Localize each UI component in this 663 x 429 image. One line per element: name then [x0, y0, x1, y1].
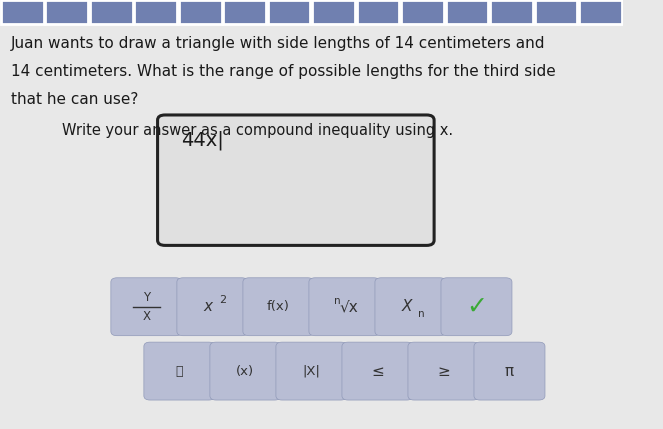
- FancyBboxPatch shape: [357, 0, 399, 24]
- Text: f(x): f(x): [267, 300, 290, 313]
- Text: X: X: [402, 299, 412, 314]
- FancyBboxPatch shape: [90, 0, 133, 24]
- FancyBboxPatch shape: [474, 342, 545, 400]
- Text: ≥: ≥: [437, 364, 450, 378]
- FancyBboxPatch shape: [144, 342, 215, 400]
- FancyBboxPatch shape: [243, 278, 314, 335]
- Text: ≤: ≤: [371, 364, 384, 378]
- FancyBboxPatch shape: [446, 0, 489, 24]
- Text: 2: 2: [219, 295, 226, 305]
- FancyBboxPatch shape: [46, 0, 88, 24]
- Text: 44x|: 44x|: [180, 131, 223, 150]
- Text: Write your answer as a compound inequality using x.: Write your answer as a compound inequali…: [62, 123, 453, 138]
- FancyBboxPatch shape: [401, 0, 444, 24]
- Text: n: n: [333, 296, 340, 306]
- FancyBboxPatch shape: [309, 278, 380, 335]
- FancyBboxPatch shape: [276, 342, 347, 400]
- Text: (x): (x): [236, 365, 255, 378]
- FancyBboxPatch shape: [210, 342, 281, 400]
- FancyBboxPatch shape: [223, 0, 266, 24]
- Text: √x: √x: [340, 299, 359, 314]
- FancyBboxPatch shape: [179, 0, 221, 24]
- FancyBboxPatch shape: [441, 278, 512, 335]
- FancyBboxPatch shape: [491, 0, 533, 24]
- Text: 14 centimeters. What is the range of possible lengths for the third side: 14 centimeters. What is the range of pos…: [11, 64, 556, 79]
- FancyBboxPatch shape: [135, 0, 177, 24]
- FancyBboxPatch shape: [177, 278, 248, 335]
- FancyBboxPatch shape: [579, 0, 622, 24]
- FancyBboxPatch shape: [268, 0, 310, 24]
- Text: ✓: ✓: [466, 295, 487, 319]
- FancyBboxPatch shape: [375, 278, 446, 335]
- Text: |X|: |X|: [302, 365, 320, 378]
- FancyBboxPatch shape: [111, 278, 182, 335]
- Text: n: n: [418, 308, 425, 319]
- FancyBboxPatch shape: [158, 115, 434, 245]
- Text: X: X: [143, 310, 151, 323]
- Text: 🗑: 🗑: [176, 365, 183, 378]
- Text: Juan wants to draw a triangle with side lengths of 14 centimeters and: Juan wants to draw a triangle with side …: [11, 36, 546, 51]
- FancyBboxPatch shape: [1, 0, 44, 24]
- FancyBboxPatch shape: [342, 342, 413, 400]
- FancyBboxPatch shape: [408, 342, 479, 400]
- Text: x: x: [203, 299, 212, 314]
- FancyBboxPatch shape: [312, 0, 355, 24]
- FancyBboxPatch shape: [535, 0, 577, 24]
- Text: that he can use?: that he can use?: [11, 92, 139, 107]
- Text: Y: Y: [143, 291, 150, 304]
- Text: π: π: [505, 364, 514, 378]
